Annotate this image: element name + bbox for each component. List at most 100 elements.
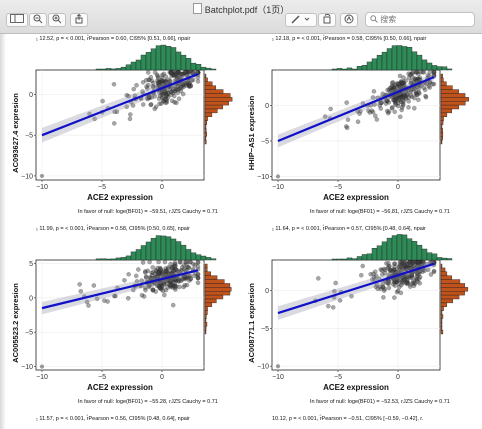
scatter-point (147, 259, 152, 265)
scatter-point (111, 82, 117, 87)
top-histogram-bar (130, 251, 137, 261)
top-histogram-bar (391, 235, 398, 261)
scatter-point (174, 100, 179, 106)
top-histogram-bar (130, 61, 137, 71)
scatter-point (142, 285, 148, 291)
scatter-point (409, 94, 415, 99)
scatter-point (381, 288, 387, 293)
scatter-point (133, 273, 139, 279)
right-histogram-bar (204, 81, 213, 86)
scatter-point (176, 96, 182, 102)
top-histogram-bar (95, 68, 102, 71)
scatter-point (77, 282, 82, 287)
scatter-point (397, 73, 403, 79)
scatter-point (150, 270, 156, 275)
rotate-button[interactable] (318, 13, 336, 27)
right-histogram-bar (204, 85, 217, 90)
scatter-point (420, 69, 425, 75)
top-histogram-bar (436, 66, 443, 71)
scatter-panel-2: −10 −5 0 −10 −5 0 ACE2 expression HHIP−AS1 expr… (247, 45, 469, 202)
scatter-point (406, 71, 411, 76)
scatter-point (126, 272, 131, 277)
scatter-point (416, 86, 422, 91)
top-histogram-bar (396, 234, 403, 261)
scatter-point (166, 266, 171, 272)
markup-toolbar-button[interactable] (340, 13, 358, 27)
top-histogram-bar (100, 68, 107, 71)
right-histogram-bar (440, 97, 469, 102)
scatter-point (275, 364, 281, 369)
top-histogram-bar (205, 67, 212, 71)
scatter-point (175, 70, 181, 75)
scatter-point (413, 275, 419, 280)
top-histogram-bar (351, 258, 358, 261)
zoom-out-button[interactable] (29, 13, 47, 27)
top-histogram-bar (336, 258, 343, 261)
scatter-point (169, 98, 175, 104)
scatter-point (172, 88, 178, 94)
top-histogram-bar (441, 66, 448, 71)
scatter-point (423, 93, 428, 99)
top-histogram-bar (180, 244, 187, 261)
top-histogram-bar (170, 238, 177, 261)
scatter-point (410, 75, 415, 80)
footer-stat-right: 10.12, p = < 0.001, r̂Pearson = −0.51, C… (272, 416, 424, 422)
scatter-point (168, 261, 173, 267)
y-axis-title: AC005523.2 expresion (11, 283, 20, 363)
right-histogram-bar (204, 263, 208, 269)
right-histogram-bar (440, 283, 466, 288)
right-histogram-bar (440, 101, 466, 106)
sidebar-toggle-button[interactable] (6, 13, 28, 27)
scatter-point (146, 82, 151, 88)
scatter-point (378, 267, 383, 272)
scatter-point (182, 70, 188, 75)
y-tick-label: −10 (257, 364, 269, 371)
zoom-in-button[interactable] (48, 13, 66, 27)
right-histogram-bar (440, 132, 444, 137)
right-histogram-bar (440, 291, 465, 296)
scatter-point (372, 269, 378, 275)
scatter-point (100, 98, 105, 104)
top-histogram-bar (431, 253, 438, 261)
scatter-point (422, 87, 428, 93)
x-tick-label: −5 (334, 184, 342, 191)
share-button[interactable] (70, 13, 88, 27)
search-input[interactable] (380, 15, 461, 24)
scatter-point (195, 260, 201, 266)
right-histogram-bar (440, 116, 444, 121)
regression-line (277, 76, 435, 142)
scatter-point (168, 279, 173, 284)
scatter-point (371, 89, 377, 94)
right-histogram (204, 73, 233, 145)
scatter-point (431, 81, 437, 87)
top-histogram-bar (120, 257, 127, 261)
scatter-point (153, 104, 159, 110)
top-histogram-bar (401, 234, 408, 261)
scatter-point (393, 96, 399, 101)
scatter-point (404, 266, 410, 272)
scatter-point (184, 274, 190, 279)
x-tick-label: −10 (36, 184, 48, 191)
scatter-point (161, 71, 167, 77)
right-histogram-bar (204, 322, 208, 327)
top-histogram-bar (105, 68, 112, 71)
scatter-point (374, 117, 380, 122)
scatter-point (145, 70, 151, 75)
search-field[interactable] (365, 12, 475, 27)
scatter-point (385, 110, 391, 116)
scatter-point (399, 279, 405, 284)
scatter-point (195, 75, 201, 80)
top-histogram-bar (190, 252, 197, 261)
markup-pen-button[interactable] (285, 13, 317, 27)
scatter-point (344, 125, 350, 131)
share-icon (75, 13, 83, 24)
scatter-point (130, 103, 136, 108)
top-histogram-bar (170, 47, 177, 71)
scatter-point (168, 283, 174, 288)
scatter-point (400, 80, 405, 86)
scatter-point (140, 102, 146, 107)
top-histogram-bar (371, 248, 378, 261)
x-tick-label: −5 (98, 184, 106, 191)
top-histogram-bar (155, 235, 162, 261)
scatter-point (160, 94, 165, 100)
